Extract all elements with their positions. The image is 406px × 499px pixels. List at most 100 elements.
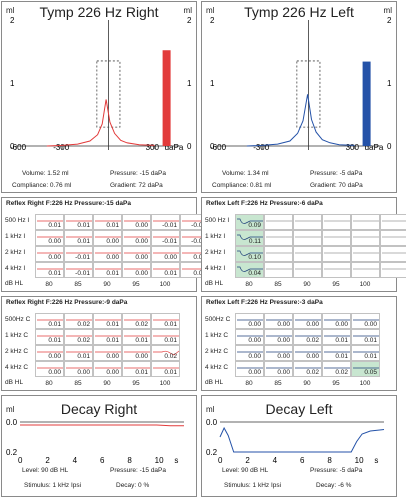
reflex-right-ipsi-trace-2-1: [66, 252, 92, 254]
reflex-left-contra-x-tick-100: 100: [359, 380, 371, 387]
reflex-right-ipsi-trace-3-4: [153, 268, 179, 270]
reflex-right-contra-trace-3-1: [66, 367, 92, 369]
reflex-right-contra-row-label-1: 1 kHz C: [5, 332, 29, 339]
reflex-right-ipsi-value-0-0: 0.01: [48, 222, 61, 229]
reflex-right-contra-cell-3-4: 0.01: [151, 361, 180, 377]
tymp-left-gradient: Gradient: 70 daPa: [310, 182, 363, 189]
tymp-left-xtick-300: 300: [346, 143, 360, 152]
tymp-right-panel: Tymp 226 Hz Right ml ml 2 2 1 1 0 0 -600 -300 30…: [1, 1, 197, 193]
tymp-right-ytick-right-1: 1: [187, 79, 192, 88]
reflex-right-ipsi-value-3-4: 0.01: [164, 270, 177, 277]
reflex-left-ipsi-panel: Reflex Left F:226 Hz Pressure:-6 daPa 50…: [201, 197, 406, 292]
reflex-right-contra-trace-1-4: [153, 335, 179, 337]
reflex-left-ipsi-trace-1-0: [237, 234, 263, 240]
reflex-right-ipsi-cell-1-3: 0.00: [122, 230, 151, 246]
reflex-right-contra-cell-2-0: 0.00: [35, 345, 64, 361]
reflex-left-ipsi-x-tick-85: 85: [274, 281, 282, 288]
decay-left-panel: Decay Left ml 0.0 0.2 0 2 4 6 8 10 s Level: 90 d…: [201, 395, 397, 497]
tymp-left-ytick-right-0: 0: [387, 142, 392, 151]
reflex-right-ipsi-cell-0-3: 0.00: [122, 214, 151, 230]
reflex-left-contra-x-tick-85: 85: [274, 380, 282, 387]
decay-left-x-unit: s: [374, 456, 378, 465]
reflex-left-ipsi-row-label-1: 1 kHz I: [205, 233, 226, 240]
tymp-right-ytick-left-1: 1: [10, 79, 15, 88]
decay-left-xtick-8: 8: [327, 456, 332, 465]
reflex-right-ipsi-row-label-1: 1 kHz I: [5, 233, 26, 240]
reflex-right-ipsi-value-3-1: -0.01: [75, 270, 90, 277]
reflex-right-ipsi-value-3-3: 0.00: [135, 270, 148, 277]
reflex-left-contra-trace-0-4: [353, 319, 379, 321]
decay-right-level: Level: 90 dB HL: [22, 467, 69, 474]
reflex-left-ipsi-cell-2-3: [322, 246, 351, 262]
reflex-left-contra-trace-2-1: [266, 351, 292, 353]
reflex-left-ipsi-cell-3-4: [351, 262, 380, 278]
reflex-right-ipsi-trace-1-1: [66, 236, 92, 238]
reflex-left-ipsi-trace-3-3: [324, 268, 350, 270]
reflex-right-ipsi-trace-0-3: [124, 220, 150, 222]
reflex-left-contra-cell-2-1: 0.00: [264, 345, 293, 361]
reflex-right-contra-cell-1-2: 0.01: [93, 329, 122, 345]
tymp-left-ytick-right-1: 1: [387, 79, 392, 88]
decay-right-xtick-2: 2: [45, 456, 50, 465]
tymp-right-x-unit: daPa: [165, 143, 184, 152]
reflex-right-ipsi-row-label-2: 2 kHz I: [5, 249, 26, 256]
reflex-left-ipsi-x-tick-90: 90: [303, 281, 311, 288]
decay-left-xtick-0: 0: [218, 456, 223, 465]
reflex-left-contra-value-1-3: 0.01: [335, 337, 348, 344]
reflex-right-contra-cell-3-1: 0.00: [64, 361, 93, 377]
reflex-left-contra-title: Reflex Left F:226 Hz Pressure:-3 daPa: [206, 299, 323, 306]
reflex-left-ipsi-value-1-0: 0.11: [248, 238, 261, 245]
reflex-left-ipsi-cell-0-1: [264, 214, 293, 230]
decay-right-ytick-02: 0.2: [6, 448, 18, 457]
reflex-left-contra-trace-0-2: [295, 319, 321, 321]
reflex-right-ipsi-value-3-5: 0.00: [193, 270, 206, 277]
reflex-right-ipsi-x-tick-90: 90: [103, 281, 111, 288]
decay-left-xtick-6: 6: [300, 456, 305, 465]
reflex-right-ipsi-value-1-2: 0.00: [106, 238, 119, 245]
reflex-left-ipsi-trace-path-2-0: [237, 250, 263, 256]
reflex-right-ipsi-cell-1-4: -0.01: [151, 230, 180, 246]
reflex-right-ipsi-cell-2-1: -0.01: [64, 246, 93, 262]
reflex-right-contra-value-0-2: 0.01: [106, 321, 119, 328]
reflex-left-contra-trace-0-3: [324, 319, 350, 321]
reflex-right-ipsi-cell-2-4: 0.00: [151, 246, 180, 262]
reflex-right-contra-value-2-2: 0.00: [106, 353, 119, 360]
reflex-right-contra-cell-2-1: 0.01: [64, 345, 93, 361]
reflex-left-contra-trace-2-2: [295, 351, 321, 353]
tymp-right-chart: 2 21 10 0-600 -300 300 daPa: [10, 16, 192, 152]
decay-left-curve: [219, 426, 385, 453]
reflex-right-contra-value-3-3: 0.01: [135, 369, 148, 376]
decay-right-xtick-8: 8: [127, 456, 132, 465]
reflex-right-ipsi-value-1-0: 0.00: [48, 238, 61, 245]
tymp-right-gradient: Gradient: 72 daPa: [110, 182, 163, 189]
reflex-right-contra-x-tick-100: 100: [159, 380, 171, 387]
reflex-right-ipsi-cell-1-0: 0.00: [35, 230, 64, 246]
reflex-left-ipsi-trace-2-2: [295, 252, 321, 254]
reflex-right-contra-trace-3-3: [124, 367, 150, 369]
reflex-right-contra-value-0-4: 0.01: [164, 321, 177, 328]
reflex-right-ipsi-value-2-2: 0.00: [106, 254, 119, 261]
reflex-left-ipsi-trace-0-1: [266, 220, 292, 222]
tymp-left-ytick-left-0: 0: [210, 142, 215, 151]
reflex-right-ipsi-x-tick-95: 95: [132, 281, 140, 288]
tymp-left-xtick--300: -300: [253, 143, 270, 152]
reflex-left-ipsi-trace-2-3: [324, 252, 350, 254]
decay-left-xtick-2: 2: [245, 456, 250, 465]
reflex-left-ipsi-trace-2-0: [237, 250, 263, 256]
reflex-left-ipsi-cell-2-2: [293, 246, 322, 262]
reflex-left-ipsi-cell-0-5: [380, 214, 406, 230]
reflex-right-contra-value-3-4: 0.01: [164, 369, 177, 376]
reflex-right-ipsi-cell-0-4: -0.01: [151, 214, 180, 230]
reflex-left-ipsi-trace-0-0: [237, 218, 263, 224]
reflex-left-contra-cell-1-1: 0.00: [264, 329, 293, 345]
reflex-left-ipsi-cell-0-0: 0.09: [235, 214, 264, 230]
reflex-left-ipsi-trace-3-4: [353, 268, 379, 270]
reflex-right-ipsi-value-1-4: -0.01: [162, 238, 177, 245]
reflex-right-contra-trace-3-2: [95, 367, 121, 369]
reflex-left-contra-cell-2-2: 0.00: [293, 345, 322, 361]
tymp-right-gradient-box: [96, 60, 121, 128]
reflex-right-ipsi-x-tick-85: 85: [74, 281, 82, 288]
reflex-right-ipsi-trace-3-1: [66, 268, 92, 270]
decay-right-unit: ml: [6, 405, 15, 414]
decay-left-title: Decay Left: [265, 401, 333, 417]
